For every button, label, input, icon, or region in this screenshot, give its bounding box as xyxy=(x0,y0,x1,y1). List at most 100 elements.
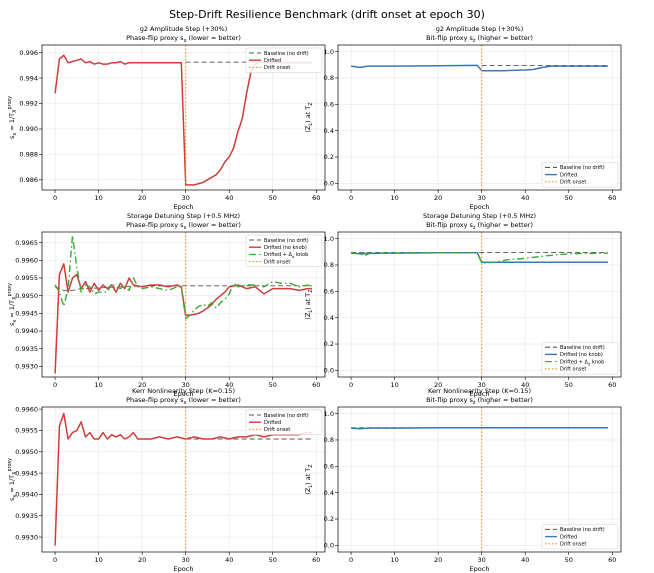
x-axis-label: Epoch xyxy=(174,390,194,398)
series-line-3 xyxy=(351,251,608,264)
series-line-2 xyxy=(350,64,608,72)
x-tick-label: 50 xyxy=(269,194,277,202)
plot-area xyxy=(350,45,608,190)
y-tick-label: 0.0 xyxy=(324,542,334,550)
x-tick-label: 10 xyxy=(390,556,398,564)
x-tick-label: 20 xyxy=(138,194,146,202)
x-tick-label: 60 xyxy=(608,194,616,202)
x-axis-label: Epoch xyxy=(174,203,194,211)
y-tick-label: 0.9965 xyxy=(15,239,38,247)
legend-label: Baseline (no drift) xyxy=(264,413,309,419)
y-axis-label: sx = 1/TXproxy xyxy=(7,283,18,326)
chart-panel-4: Storage Detuning Step (+0.5 MHz)Bit-flip… xyxy=(304,212,622,398)
y-tick-label: 0.988 xyxy=(19,151,38,159)
x-tick-label: 20 xyxy=(434,556,442,564)
y-tick-label: 0.9955 xyxy=(15,274,38,282)
x-tick-label: 50 xyxy=(269,381,277,389)
axes-frame xyxy=(337,406,622,553)
x-tick-label: 30 xyxy=(182,194,190,202)
plot-area xyxy=(54,232,313,377)
y-tick-label: 0.9930 xyxy=(15,363,38,371)
x-axis-label: Epoch xyxy=(470,390,490,398)
y-tick-label: 0.9950 xyxy=(15,448,38,456)
legend-box xyxy=(541,341,619,375)
legend: Baseline (no drift)Drifted (no knob)Drif… xyxy=(541,341,619,375)
x-tick-label: 30 xyxy=(182,556,190,564)
legend-box xyxy=(541,524,619,550)
y-tick-label: 1.0 xyxy=(324,48,334,56)
y-tick-label: 0.990 xyxy=(19,125,38,133)
y-tick-label: 0.9960 xyxy=(15,405,38,413)
y-axis-label: sx = 1/TXproxy xyxy=(7,458,18,501)
y-tick-label: 0.9940 xyxy=(15,327,38,335)
y-tick-label: 0.8 xyxy=(324,74,334,82)
figure-title: Step-Drift Resilience Benchmark (drift o… xyxy=(169,8,485,21)
x-tick-label: 20 xyxy=(138,556,146,564)
y-tick-label: 0.0 xyxy=(324,180,334,188)
x-tick-label: 60 xyxy=(608,556,616,564)
y-tick-label: 0.9945 xyxy=(15,469,38,477)
x-tick-label: 30 xyxy=(478,194,486,202)
x-tick-label: 60 xyxy=(312,194,320,202)
axes-frame xyxy=(337,231,622,378)
chart-title: Storage Detuning Step (+0.5 MHz) xyxy=(127,212,240,220)
chart-subtitle: Phase-flip proxy sx (lower = better) xyxy=(126,396,241,406)
y-tick-label: 0.996 xyxy=(19,49,38,57)
plot-area xyxy=(351,407,608,552)
chart-title: Kerr Nonlinearity Step (K=0.15) xyxy=(132,387,235,395)
y-tick-label: 0.6 xyxy=(324,288,334,296)
x-tick-label: 10 xyxy=(390,194,398,202)
axes-frame xyxy=(337,44,622,191)
chart-panel-6: Kerr Nonlinearity Step (K=0.15)Bit-flip … xyxy=(304,387,622,573)
series-line-3 xyxy=(54,234,313,320)
x-tick-label: 40 xyxy=(225,194,233,202)
axes-frame xyxy=(41,44,326,191)
series-line-1 xyxy=(54,285,312,291)
x-tick-label: 0 xyxy=(349,194,353,202)
legend-label: Baseline (no drift) xyxy=(560,345,605,351)
chart-title: Kerr Nonlinearity Step (K=0.15) xyxy=(428,387,531,395)
y-tick-label: 0.986 xyxy=(19,176,38,184)
chart-panel-2: g2 Amplitude Step (+30%)Bit-flip proxy s… xyxy=(304,25,622,211)
y-tick-label: 0.4 xyxy=(324,314,334,322)
chart-panel-5: Kerr Nonlinearity Step (K=0.15)Phase-fli… xyxy=(7,387,326,573)
y-tick-label: 0.4 xyxy=(324,489,334,497)
x-tick-label: 10 xyxy=(390,381,398,389)
chart-subtitle: Phase-flip proxy sx (lower = better) xyxy=(126,221,241,231)
legend-label: Drift onset xyxy=(264,427,290,433)
chart-title: g2 Amplitude Step (+30%) xyxy=(140,25,228,33)
x-tick-label: 60 xyxy=(312,381,320,389)
x-tick-label: 30 xyxy=(478,556,486,564)
legend-box xyxy=(541,162,619,188)
legend-label: Drifted (no knob) xyxy=(560,352,603,358)
x-tick-label: 30 xyxy=(478,381,486,389)
axes-frame xyxy=(41,231,326,378)
x-axis-label: Epoch xyxy=(470,565,490,573)
y-tick-label: 0.9930 xyxy=(15,533,38,541)
y-tick-label: 0.8 xyxy=(324,261,334,269)
y-tick-label: 0.9955 xyxy=(15,427,38,435)
y-tick-label: 0.2 xyxy=(324,340,334,348)
x-tick-label: 50 xyxy=(565,194,573,202)
chart-panel-3: Storage Detuning Step (+0.5 MHz)Phase-fl… xyxy=(7,212,326,398)
legend-label: Baseline (no drift) xyxy=(560,165,605,171)
y-axis-label: ⟨ZL⟩ at TZ xyxy=(304,464,314,495)
y-tick-label: 0.992 xyxy=(19,100,38,108)
x-tick-label: 0 xyxy=(349,381,353,389)
legend-label: Drifted xyxy=(264,58,281,64)
series-line-2 xyxy=(54,263,312,374)
legend-label: Drift onset xyxy=(560,180,586,186)
y-tick-label: 0.9940 xyxy=(15,491,38,499)
x-axis-label: Epoch xyxy=(470,203,490,211)
x-tick-label: 0 xyxy=(53,194,57,202)
x-tick-label: 40 xyxy=(225,556,233,564)
series-line-2 xyxy=(54,54,312,186)
x-tick-label: 60 xyxy=(608,381,616,389)
axes-frame xyxy=(41,406,326,553)
y-tick-label: 0.6 xyxy=(324,463,334,471)
